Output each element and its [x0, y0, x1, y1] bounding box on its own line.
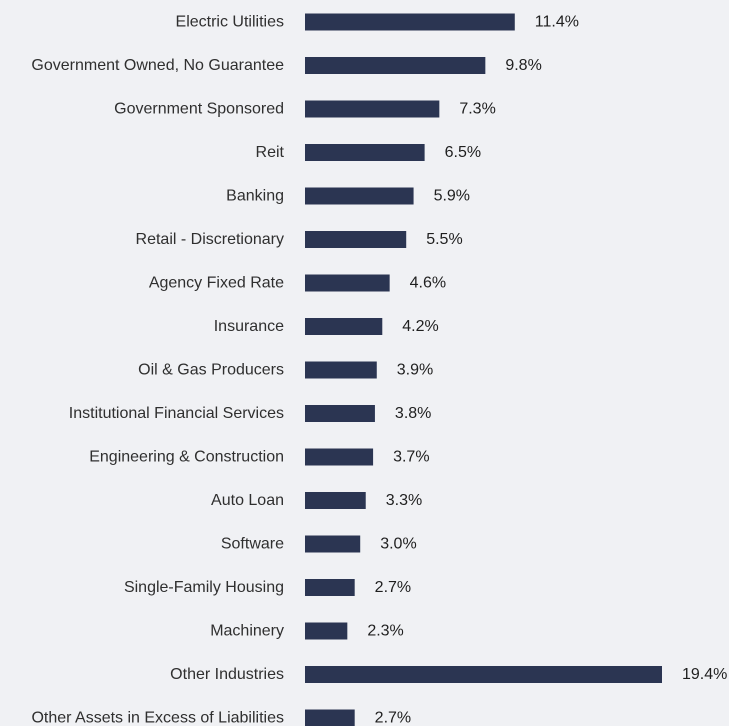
category-label: Institutional Financial Services — [69, 405, 284, 422]
bar — [305, 57, 486, 74]
category-label: Other Industries — [170, 666, 284, 683]
value-label: 19.4% — [682, 666, 727, 683]
bars — [305, 13, 662, 726]
value-label: 6.5% — [445, 144, 481, 161]
value-label: 3.7% — [393, 449, 429, 466]
value-label: 11.4% — [535, 14, 579, 31]
value-label: 4.2% — [402, 318, 438, 335]
bar — [305, 448, 374, 466]
bar — [305, 361, 377, 379]
bar — [305, 318, 383, 335]
category-labels: Electric Utilities Government Owned, No G… — [31, 14, 284, 726]
category-label: Software — [221, 536, 284, 553]
value-label: 9.8% — [505, 57, 541, 74]
value-label: 2.7% — [375, 579, 411, 596]
category-label: Other Assets in Excess of Liabilities — [31, 710, 284, 726]
bar — [305, 492, 366, 509]
category-label: Single-Family Housing — [124, 579, 284, 596]
category-label: Oil & Gas Producers — [138, 362, 284, 379]
bar — [305, 13, 515, 31]
category-label: Retail - Discretionary — [136, 231, 284, 248]
category-label: Machinery — [210, 623, 284, 640]
value-label: 3.9% — [397, 362, 433, 379]
category-label: Banking — [226, 188, 284, 205]
value-label: 3.3% — [386, 492, 422, 509]
category-label: Reit — [256, 144, 285, 161]
bar — [305, 100, 440, 118]
value-labels: 11.4% 9.8% 7.3% 6.5% 5.9% 5.5% 4.6% 4.2% 3.9% 3.8… — [367, 14, 727, 726]
category-label: Auto Loan — [211, 492, 284, 509]
category-label: Electric Utilities — [176, 14, 284, 31]
bar — [305, 144, 425, 161]
bar — [305, 231, 407, 248]
value-label: 5.9% — [434, 188, 470, 205]
category-label: Agency Fixed Rate — [149, 275, 284, 292]
value-label: 3.0% — [380, 536, 416, 553]
value-label: 5.5% — [426, 231, 462, 248]
bar — [305, 405, 375, 422]
value-label: 7.3% — [459, 101, 495, 118]
bar — [305, 187, 414, 205]
bar — [305, 622, 348, 640]
bar — [305, 709, 355, 726]
bar — [305, 274, 390, 292]
bar — [305, 535, 361, 553]
value-label: 4.6% — [410, 275, 446, 292]
bar — [305, 579, 355, 596]
category-label: Engineering & Construction — [89, 449, 284, 466]
value-label: 2.7% — [375, 710, 411, 726]
category-label: Government Owned, No Guarantee — [31, 57, 284, 74]
value-label: 2.3% — [367, 623, 403, 640]
bar — [305, 666, 662, 683]
category-label: Insurance — [214, 318, 284, 335]
value-label: 3.8% — [395, 405, 431, 422]
category-label: Government Sponsored — [114, 101, 284, 118]
